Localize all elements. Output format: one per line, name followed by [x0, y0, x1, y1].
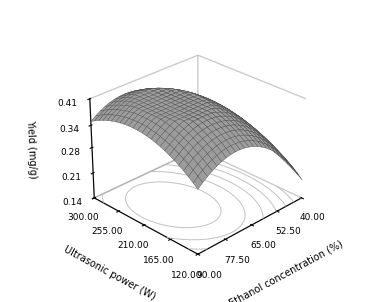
Y-axis label: Ultrasonic power (W): Ultrasonic power (W) [62, 244, 157, 302]
X-axis label: Ethanol concentration (%): Ethanol concentration (%) [227, 238, 344, 302]
